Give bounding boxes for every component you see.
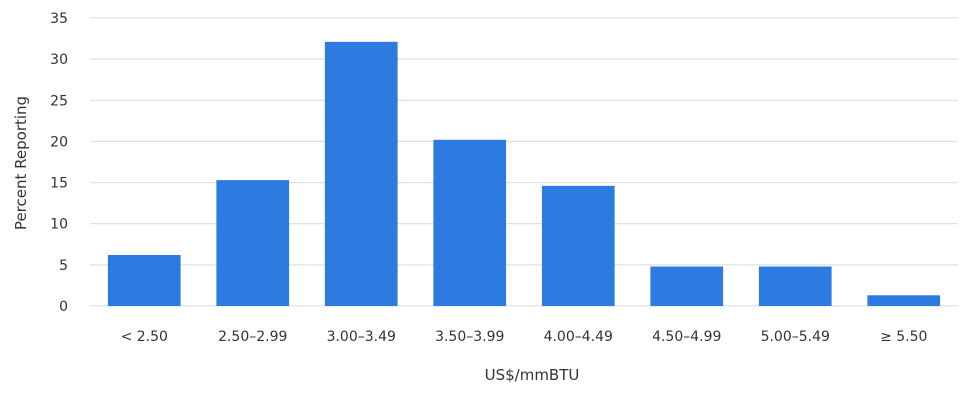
bar-7 — [867, 295, 941, 306]
x-axis-ticks: < 2.50 2.50–2.99 3.00–3.49 3.50–3.99 4.00–4.… — [121, 329, 928, 345]
bar-6 — [758, 266, 832, 306]
x-tick-label: 5.00–5.49 — [761, 329, 830, 345]
x-tick-label: 2.50–2.99 — [218, 329, 287, 345]
x-axis-title: US$/mmBTU — [485, 366, 580, 384]
y-tick-label: 20 — [50, 134, 68, 150]
y-tick-label: 0 — [59, 299, 68, 315]
x-tick-label: 4.50–4.99 — [652, 329, 721, 345]
y-axis-title: Percent Reporting — [12, 96, 30, 230]
bar-0 — [107, 254, 181, 306]
y-tick-label: 15 — [50, 176, 68, 192]
y-tick-label: 10 — [50, 217, 68, 233]
y-tick-label: 35 — [50, 11, 68, 27]
x-tick-label: < 2.50 — [121, 329, 168, 345]
x-tick-label: 3.00–3.49 — [327, 329, 396, 345]
x-tick-label: ≥ 5.50 — [880, 329, 927, 345]
bar-4 — [541, 185, 615, 306]
y-tick-label: 5 — [59, 258, 68, 274]
x-tick-label: 3.50–3.99 — [435, 329, 504, 345]
bars — [107, 41, 941, 307]
bar-1 — [216, 180, 290, 306]
x-tick-label: 4.00–4.49 — [544, 329, 613, 345]
bar-3 — [433, 139, 507, 306]
bar-2 — [324, 41, 398, 307]
bar-5 — [650, 266, 724, 306]
y-axis-ticks: 0 5 10 15 20 25 30 35 — [50, 11, 68, 315]
y-tick-label: 25 — [50, 93, 68, 109]
y-tick-label: 30 — [50, 52, 68, 68]
